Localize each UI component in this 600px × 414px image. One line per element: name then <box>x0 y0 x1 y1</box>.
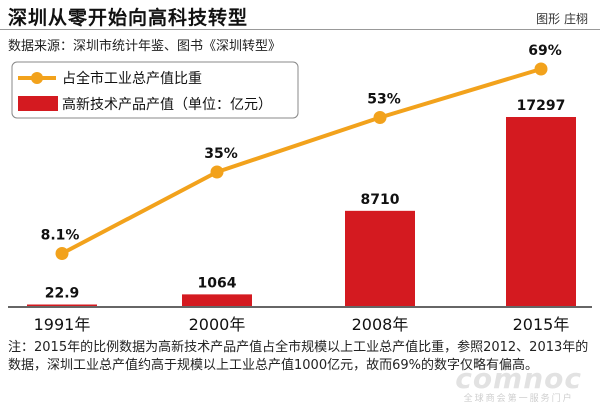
line-value-label-3: 53% <box>367 91 401 107</box>
title-divider <box>0 29 600 30</box>
footnote: 注：2015年的比例数据为高新技术产品产值占全市规模以上工业总产值比重，参照20… <box>8 340 589 373</box>
bar-value-label-2: 1064 <box>198 275 237 291</box>
line-point-1 <box>55 247 69 260</box>
x-tick-label-4: 2015年 <box>513 315 570 334</box>
legend-label-bar: 高新技术产品产值（单位：亿元） <box>62 96 272 113</box>
legend-box <box>11 61 299 119</box>
combo-chart: 22.9 1064 8710 17297 1991年 2000年 2008年 2015年 8.1… <box>8 43 592 334</box>
line-point-3 <box>373 110 387 124</box>
line-value-label-1: 8.1% <box>41 228 80 244</box>
x-tick-label-1: 1991年 <box>34 315 91 334</box>
watermark-logo-text: comnoc <box>455 362 582 395</box>
legend-bar-swatch <box>18 96 58 111</box>
line-point-4 <box>534 62 548 76</box>
bar-value-label-3: 8710 <box>361 192 400 208</box>
chart-title: 深圳从零开始向高科技转型 <box>8 7 249 29</box>
data-source: 数据来源：深圳市统计年鉴、图书《深圳转型》 <box>8 39 282 54</box>
x-tick-label-3: 2008年 <box>352 315 409 334</box>
line-value-label-2: 35% <box>204 146 238 162</box>
bar-value-label-4: 17297 <box>517 98 566 114</box>
graphic-credit: 图形 庄栩 <box>536 12 588 26</box>
bar-value-label-1: 22.9 <box>45 286 80 302</box>
watermark-subtitle: 全球商会第一服务门户 <box>463 394 574 404</box>
line-series <box>61 67 542 256</box>
legend-label-line: 占全市工业总产值比重 <box>62 70 202 87</box>
bar-3 <box>345 210 415 306</box>
bar-2 <box>182 294 252 306</box>
legend-line-marker <box>31 72 43 84</box>
watermark-logo: comnoc 全球商会第一服务门户 <box>455 362 582 404</box>
bar-4 <box>506 117 576 306</box>
line-value-label-4: 69% <box>528 43 562 59</box>
bar-1 <box>27 304 97 306</box>
x-tick-label-2: 2000年 <box>189 315 246 334</box>
line-point-2 <box>210 165 224 179</box>
